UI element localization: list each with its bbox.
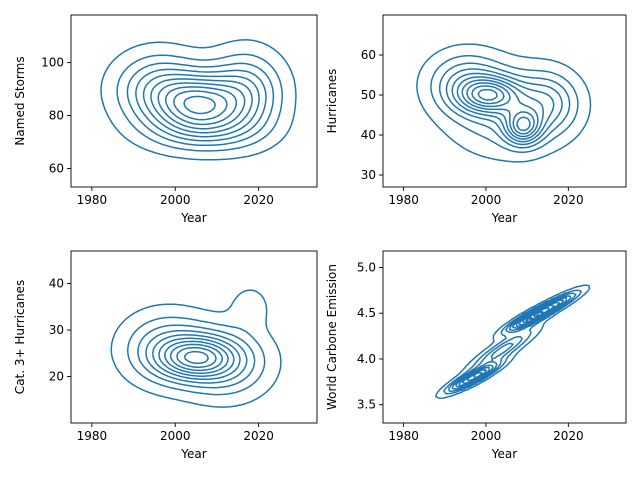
- y-tick-label: 40: [361, 128, 376, 142]
- contour-level-7: [461, 79, 539, 138]
- contour-lines: [416, 43, 592, 163]
- y-tick-label: 20: [49, 370, 64, 384]
- contour-level-6: [150, 78, 253, 134]
- y-axis-label: World Carbone Emission: [325, 264, 339, 410]
- contour-level-9: [173, 90, 228, 121]
- contour-level-3: [126, 62, 275, 147]
- contour-level-6: [158, 337, 235, 377]
- x-axis-label: Year: [491, 211, 517, 225]
- contour-level-4: [445, 68, 563, 146]
- contour-level-3: [438, 62, 571, 149]
- x-axis-label: Year: [180, 447, 206, 461]
- y-tick-label: 4.0: [357, 352, 376, 366]
- contour-level-2: [126, 316, 266, 396]
- plot-frame: [382, 250, 627, 424]
- contour-level-10: [477, 88, 498, 101]
- contour-level-8: [164, 86, 238, 126]
- contour-level-10: [529, 310, 544, 320]
- subplot-4: 1980 2000 2020 3.5 4.0 4.5 5.0 Year World Carbon…: [325, 250, 627, 461]
- y-tick-label: 80: [49, 109, 64, 123]
- contour-level-8: [169, 343, 224, 372]
- contour-level-10: [183, 95, 216, 115]
- x-tick-label: 1980: [77, 429, 108, 443]
- plot-frame: [382, 14, 627, 188]
- contour-level-3: [448, 292, 577, 392]
- contour-level-7: [157, 82, 246, 130]
- plot-frame: [70, 14, 318, 188]
- x-tick-label: 2020: [553, 429, 584, 443]
- contour-lines: [100, 39, 297, 161]
- contour-level-1: [100, 39, 297, 161]
- x-tick-label: 2020: [243, 193, 274, 207]
- contour-level-6: [456, 76, 544, 140]
- x-axis-label: Year: [491, 447, 517, 461]
- contour-level-8: [466, 82, 535, 135]
- y-tick-label: 5.0: [357, 260, 376, 274]
- contour-level-4: [145, 329, 248, 384]
- subplot-2: 1980 2000 2020 30 40 50 60 Year Hurricanes: [325, 14, 627, 225]
- x-tick-label: 1980: [388, 429, 419, 443]
- x-tick-label: 2000: [471, 429, 502, 443]
- x-tick-label: 2000: [471, 193, 502, 207]
- x-axis-label: Year: [180, 211, 206, 225]
- contour-level-7: [164, 340, 229, 374]
- contour-level-9: [176, 346, 217, 369]
- contour-level-5: [142, 73, 260, 138]
- y-axis-label: Cat. 3+ Hurricanes: [13, 280, 27, 394]
- contour-level-2: [430, 55, 579, 154]
- contour-level-3: [137, 324, 256, 389]
- y-tick-label: 40: [49, 277, 64, 291]
- x-tick-label: 2000: [160, 429, 191, 443]
- plot-frame: [70, 250, 318, 424]
- y-tick-label: 100: [41, 56, 64, 70]
- y-axis-label: Named Storms: [13, 56, 27, 145]
- y-tick-label: 30: [49, 323, 64, 337]
- y-tick-label: 3.5: [357, 398, 376, 412]
- y-tick-label: 50: [361, 88, 376, 102]
- y-tick-label: 60: [49, 161, 64, 175]
- x-tick-label: 2020: [243, 429, 274, 443]
- y-axis-label: Hurricanes: [325, 69, 339, 134]
- contour-lines: [435, 284, 591, 399]
- subplot-1: 1980 2000 2020 60 80 100 Year Named Storms: [13, 14, 318, 225]
- contour-level-5: [152, 334, 241, 381]
- contour-level-1: [416, 43, 592, 163]
- x-tick-label: 1980: [77, 193, 108, 207]
- contour-lines: [110, 289, 282, 408]
- y-tick-label: 30: [361, 168, 376, 182]
- x-tick-label: 2020: [553, 193, 584, 207]
- contour-level-1: [435, 284, 591, 399]
- y-tick-label: 4.5: [357, 306, 376, 320]
- y-tick-label: 60: [361, 48, 376, 62]
- contour-level-9: [471, 85, 531, 132]
- x-tick-label: 2000: [160, 193, 191, 207]
- contour-level-10: [183, 350, 209, 365]
- contour-level-1: [110, 289, 282, 408]
- x-tick-label: 1980: [388, 193, 419, 207]
- contour-level-5: [451, 72, 555, 143]
- contour-level-2: [116, 53, 283, 152]
- contour-level-2: [443, 289, 582, 395]
- contour-level-4: [135, 68, 267, 142]
